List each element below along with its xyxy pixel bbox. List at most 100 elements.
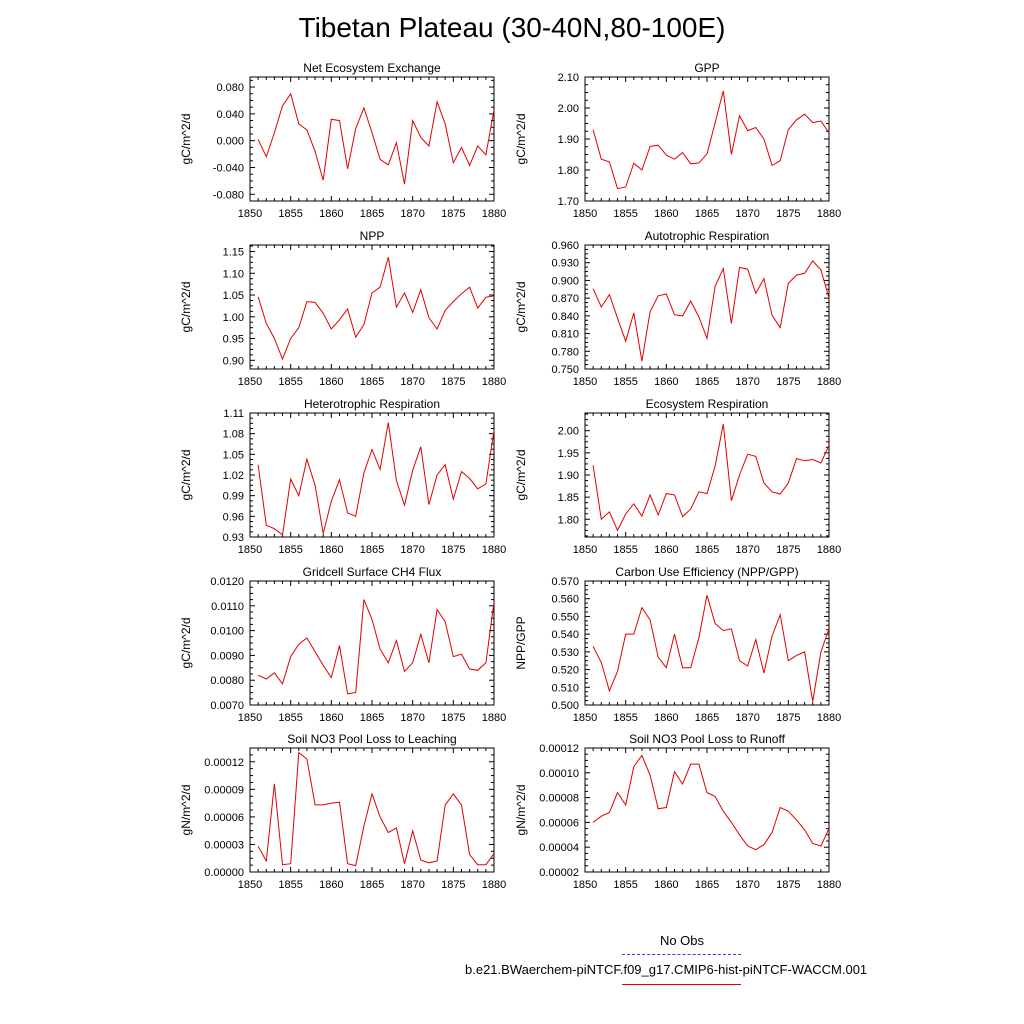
y-tick-label: 0.0080 (210, 675, 244, 687)
y-tick-label: 0.780 (551, 346, 579, 358)
y-tick-label: 0.99 (223, 491, 244, 503)
x-tick-label: 1865 (360, 544, 384, 556)
x-tick-label: 1855 (278, 544, 302, 556)
series-line (592, 260, 830, 362)
x-tick-label: 1880 (817, 208, 841, 220)
y-tick-label: 0.000 (216, 136, 244, 148)
chart-title: Soil NO3 Pool Loss to Leaching (287, 732, 456, 746)
x-tick-label: 1865 (360, 376, 384, 388)
plot-frame (584, 244, 830, 370)
series-line (592, 90, 830, 190)
x-tick-label: 1865 (695, 544, 719, 556)
y-tick-label: 0.510 (551, 682, 579, 694)
y-tick-label: 0.0110 (211, 601, 244, 613)
chart-panel-10: Soil NO3 Pool Loss to Runoff gN/m^2/d 1850… (514, 732, 841, 891)
y-tick-label: 1.00 (223, 312, 244, 324)
y-tick-label: 1.10 (223, 268, 244, 280)
y-tick-label: 2.10 (558, 72, 579, 84)
x-tick-label: 1865 (695, 208, 719, 220)
y-tick-label: 1.08 (223, 429, 244, 441)
y-tick-label: 0.960 (551, 240, 579, 252)
y-tick-label: 0.900 (551, 275, 579, 287)
chart-panel-3: NPP gC/m^2/d 1850 1855 1860 1865 1870 1875 1880 0… (179, 229, 506, 388)
x-tick-label: 1875 (441, 879, 465, 891)
x-tick-label: 1880 (817, 376, 841, 388)
y-tick-label: 1.05 (223, 290, 244, 302)
series-line (257, 599, 495, 695)
x-tick-label: 1880 (817, 879, 841, 891)
x-tick-label: 1850 (573, 544, 597, 556)
y-axis-label: NPP/GPP (514, 616, 528, 669)
x-tick-label: 1880 (482, 208, 506, 220)
x-tick-label: 1860 (319, 208, 343, 220)
chart-title: Gridcell Surface CH4 Flux (303, 565, 442, 579)
y-tick-label: 0.530 (551, 647, 579, 659)
x-tick-label: 1855 (613, 712, 637, 724)
chart-title: GPP (694, 61, 719, 75)
y-axis-label: gN/m^2/d (514, 785, 528, 836)
x-tick-label: 1880 (482, 544, 506, 556)
x-tick-label: 1860 (654, 208, 678, 220)
x-tick-label: 1855 (613, 544, 637, 556)
chart-title: Soil NO3 Pool Loss to Runoff (629, 732, 786, 746)
y-tick-label: 2.00 (558, 426, 579, 438)
x-tick-label: 1880 (482, 879, 506, 891)
y-axis-label: gC/m^2/d (514, 114, 528, 165)
legend-line-run (622, 984, 741, 985)
y-tick-label: 0.00009 (204, 784, 244, 796)
x-tick-label: 1850 (238, 208, 262, 220)
y-tick-label: 0.540 (551, 629, 579, 641)
x-tick-label: 1865 (360, 208, 384, 220)
chart-panel-6: Ecosystem Respiration gC/m^2/d 1850 1855 186… (514, 397, 841, 556)
chart-panel-9: Soil NO3 Pool Loss to Leaching gN/m^2/d 18… (179, 732, 506, 891)
series-line (257, 751, 495, 867)
y-tick-label: -0.040 (213, 162, 244, 174)
x-tick-label: 1860 (654, 544, 678, 556)
y-tick-label: 0.00006 (539, 817, 579, 829)
y-tick-label: 0.96 (223, 511, 244, 523)
y-tick-label: 0.00004 (539, 842, 579, 854)
series-line (592, 754, 830, 851)
y-tick-label: 0.080 (216, 82, 244, 94)
x-tick-label: 1875 (441, 208, 465, 220)
x-tick-label: 1855 (278, 712, 302, 724)
y-axis-label: gN/m^2/d (179, 785, 193, 836)
series-line (257, 422, 495, 536)
y-axis-label: gC/m^2/d (179, 114, 193, 165)
y-tick-label: 0.750 (551, 364, 579, 376)
x-tick-label: 1855 (613, 879, 637, 891)
x-tick-label: 1865 (695, 376, 719, 388)
chart-panel-5: Heterotrophic Respiration gC/m^2/d 1850 185… (179, 397, 506, 556)
y-tick-label: 0.00012 (539, 743, 579, 755)
x-tick-label: 1850 (238, 544, 262, 556)
y-axis-label: gC/m^2/d (179, 618, 193, 669)
plot-frame (584, 747, 830, 873)
x-tick-label: 1850 (238, 879, 262, 891)
y-tick-label: 0.840 (551, 311, 579, 323)
x-tick-label: 1860 (319, 544, 343, 556)
x-tick-label: 1850 (573, 208, 597, 220)
y-tick-label: 0.0120 (210, 576, 244, 588)
legend-line-no-obs (622, 954, 741, 955)
x-tick-label: 1855 (613, 208, 637, 220)
x-tick-label: 1870 (735, 376, 759, 388)
x-tick-label: 1865 (695, 879, 719, 891)
y-tick-label: -0.080 (213, 189, 244, 201)
legend-label-run: b.e21.BWaerchem-piNTCF.f09_g17.CMIP6-his… (465, 962, 868, 977)
x-tick-label: 1875 (441, 712, 465, 724)
x-tick-label: 1880 (482, 712, 506, 724)
chart-title: Carbon Use Efficiency (NPP/GPP) (615, 565, 798, 579)
plot-frame (249, 76, 495, 202)
x-tick-label: 1880 (817, 712, 841, 724)
y-tick-label: 0.00008 (539, 793, 579, 805)
x-tick-label: 1875 (776, 376, 800, 388)
series-line (257, 92, 495, 185)
series-line (257, 257, 495, 361)
plot-frame (584, 580, 830, 706)
y-tick-label: 0.560 (551, 594, 579, 606)
x-tick-label: 1875 (776, 544, 800, 556)
x-tick-label: 1865 (360, 712, 384, 724)
y-tick-label: 0.550 (551, 611, 579, 623)
chart-panel-2: GPP gC/m^2/d 1850 1855 1860 1865 1870 1875 1880 1… (514, 61, 841, 220)
